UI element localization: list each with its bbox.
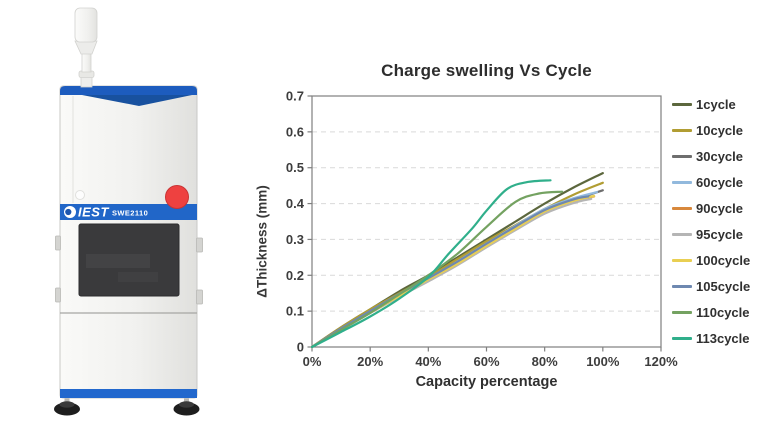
device-illustration: IEST SWE2110 (54, 7, 203, 416)
legend-line-sample (672, 311, 692, 314)
legend-item: 110cycle (672, 304, 750, 321)
x-tick-label: 120% (644, 354, 678, 369)
top-band-chevron (82, 95, 192, 106)
legend-label: 113cycle (696, 331, 750, 346)
device-foot-left (54, 396, 80, 416)
x-tick-label: 40% (415, 354, 441, 369)
swelling-chart: Charge swelling Vs Cycle ΔThickness (mm)… (240, 55, 780, 420)
y-tick-label: 0.2 (286, 268, 304, 283)
legend-line-sample (672, 103, 692, 106)
side-hinges (55, 235, 203, 305)
legend-label: 60cycle (696, 175, 743, 190)
legend-line-sample (672, 337, 692, 340)
y-tick-label: 0.3 (286, 232, 304, 247)
legend-line-sample (672, 129, 692, 132)
legend-item: 30cycle (672, 148, 750, 165)
x-axis-label: Capacity percentage (415, 374, 558, 390)
legend-label: 30cycle (696, 149, 743, 164)
base-strip (60, 389, 197, 398)
legend-label: 95cycle (696, 227, 743, 242)
legend-item: 100cycle (672, 252, 750, 269)
legend-item: 113cycle (672, 330, 750, 347)
legend-line-sample (672, 259, 692, 262)
y-tick-label: 0.5 (286, 160, 304, 175)
brand-text: IEST (78, 205, 109, 220)
legend-label: 110cycle (696, 305, 750, 320)
y-tick-label: 0.6 (286, 124, 304, 139)
top-band (60, 86, 197, 95)
device-foot-right (173, 396, 200, 416)
legend-line-sample (672, 155, 692, 158)
legend-item: 90cycle (672, 200, 750, 217)
legend-item: 1cycle (672, 96, 750, 113)
viewing-window (78, 223, 180, 297)
x-tick-label: 80% (532, 354, 558, 369)
chart-title: Charge swelling Vs Cycle (381, 61, 592, 80)
legend-line-sample (672, 207, 692, 210)
legend-item: 10cycle (672, 122, 750, 139)
legend-label: 90cycle (696, 201, 743, 216)
plot-area: 0% 20% 40% 60% 80% 100% 120% 0 0.1 0.2 0.3 0.4 0.5 0.… (286, 89, 678, 370)
device-photo: IEST SWE2110 (0, 0, 240, 424)
x-tick-label: 100% (586, 354, 620, 369)
x-tick-label: 60% (473, 354, 499, 369)
x-tick-label: 0% (303, 354, 322, 369)
legend-item: 105cycle (672, 278, 750, 295)
series-line-113cycle (310, 179, 552, 349)
indicator-light (75, 190, 85, 200)
legend-label: 105cycle (696, 279, 751, 294)
legend-line-sample (672, 181, 692, 184)
y-tick-label: 0.4 (286, 196, 305, 211)
y-tick-label: 0.1 (286, 304, 304, 319)
legend-label: 10cycle (696, 123, 743, 138)
legend-item: 95cycle (672, 226, 750, 243)
legend-line-sample (672, 285, 692, 288)
logo-band (60, 204, 197, 220)
sensor-probe (74, 7, 98, 88)
x-tick-label: 20% (357, 354, 383, 369)
brand-logo-icon (64, 206, 76, 218)
legend-item: 60cycle (672, 174, 750, 191)
model-text: SWE2110 (112, 209, 148, 218)
y-tick-label: 0.7 (286, 89, 304, 104)
y-tick-label: 0 (297, 340, 304, 355)
emergency-stop-button (165, 185, 189, 209)
series-line-110cycle (310, 190, 564, 349)
legend-line-sample (672, 233, 692, 236)
legend-label: 1cycle (696, 97, 736, 112)
legend-label: 100cycle (696, 253, 751, 268)
series-line-105cycle (310, 195, 590, 349)
legend: 1cycle 10cycle 30cycle 60cycle 90cycle 95cycl… (672, 96, 750, 356)
plot-border (311, 95, 662, 348)
